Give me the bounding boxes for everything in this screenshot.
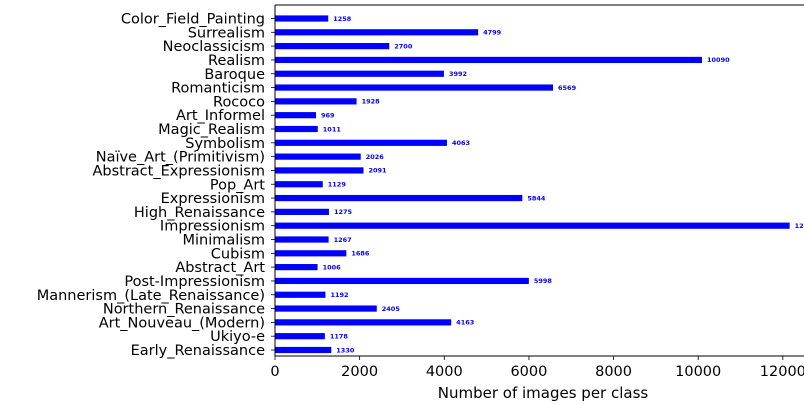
bar xyxy=(275,222,790,229)
value-label: 2700 xyxy=(394,42,413,50)
category-label: Surrealism xyxy=(188,25,265,41)
x-tick-label: 4000 xyxy=(426,364,463,380)
bar xyxy=(275,264,318,271)
category-label: Symbolism xyxy=(185,136,265,152)
category-label: Color_Field_Painting xyxy=(121,12,265,28)
x-tick-label: 6000 xyxy=(510,364,547,380)
value-label: 1928 xyxy=(362,98,381,106)
category-label: Early_Renaissance xyxy=(131,343,265,359)
value-label: 1006 xyxy=(323,263,342,271)
bar xyxy=(275,208,329,215)
bar xyxy=(275,194,523,202)
value-label: 3992 xyxy=(449,70,467,78)
category-label: Abstract_Expressionism xyxy=(92,163,265,179)
bar xyxy=(275,319,452,326)
category-label: Baroque xyxy=(204,67,265,83)
value-label: 1011 xyxy=(323,125,342,133)
bar xyxy=(275,167,364,174)
category-label: Romanticism xyxy=(171,81,265,97)
x-tick-label: 8000 xyxy=(595,364,632,380)
bars-group xyxy=(275,15,790,354)
value-label: 1178 xyxy=(330,332,349,340)
value-label: 2091 xyxy=(368,167,387,175)
category-label: Neoclassicism xyxy=(163,39,265,55)
value-label: 5844 xyxy=(527,194,546,202)
bar xyxy=(275,29,479,36)
bar xyxy=(275,236,329,243)
value-label: 1267 xyxy=(334,236,352,244)
x-tick-label: 12000 xyxy=(760,364,804,380)
category-label: Impressionism xyxy=(160,219,265,235)
category-label: Abstract_Art xyxy=(175,260,265,276)
value-label: 1275 xyxy=(334,208,353,216)
x-tick-label: 0 xyxy=(270,364,279,380)
value-label: 1258 xyxy=(333,15,352,23)
value-label: 2405 xyxy=(382,305,401,313)
bar xyxy=(275,305,377,312)
bar xyxy=(275,153,361,160)
category-label: Minimalism xyxy=(182,233,265,249)
category-label: Mannerism_(Late_Renaissance) xyxy=(37,288,265,304)
category-label: High_Renaissance xyxy=(134,205,265,221)
category-label: Expressionism xyxy=(161,191,265,207)
value-label: 4799 xyxy=(483,29,502,37)
axes-frame xyxy=(271,4,804,357)
bar xyxy=(275,125,318,133)
bar xyxy=(275,291,326,298)
category-label: Ukiyo-e xyxy=(210,329,265,345)
x-tick-label: 2000 xyxy=(341,364,378,380)
bar xyxy=(275,333,325,340)
bar xyxy=(275,43,390,50)
category-label: Magic_Realism xyxy=(158,122,265,138)
bar xyxy=(275,277,529,285)
value-label: 1192 xyxy=(330,291,348,299)
category-label: Northern_Renaissance xyxy=(103,302,265,318)
bar xyxy=(275,112,317,119)
category-label: Realism xyxy=(208,53,265,69)
bar xyxy=(275,346,332,354)
value-label: 10090 xyxy=(707,56,730,64)
value-label: 2026 xyxy=(366,153,385,161)
value-label: 6569 xyxy=(558,84,577,92)
bar xyxy=(275,84,554,91)
category-labels-group: Color_Field_PaintingSurrealismNeoclassic… xyxy=(37,12,266,360)
x-axis-label: Number of images per class xyxy=(438,384,649,402)
value-label: 969 xyxy=(321,111,335,119)
x-tick-label: 10000 xyxy=(675,364,721,380)
value-label: 1129 xyxy=(328,181,347,189)
category-label: Cubism xyxy=(211,246,265,262)
category-label: Post-Impressionism xyxy=(124,274,265,290)
value-labels-group: 1258 4799 2700 10090 3992 6569 1928 969 1011 4063… xyxy=(321,15,804,354)
bar xyxy=(275,181,323,188)
category-label: Pop_Art xyxy=(210,177,265,193)
category-label: Art_Nouveau_(Modern) xyxy=(99,315,265,331)
bar xyxy=(275,250,347,257)
category-label: Art_Informel xyxy=(176,108,265,124)
category-label: Rococo xyxy=(213,94,265,110)
value-label: 12161 xyxy=(795,222,804,230)
value-label: 5998 xyxy=(534,277,553,285)
bar xyxy=(275,139,447,146)
bar xyxy=(275,70,444,77)
bar xyxy=(275,15,329,22)
bar xyxy=(275,56,703,64)
x-ticks-group: 0 2000 4000 6000 8000 10000 12000 xyxy=(270,356,804,380)
value-label: 4063 xyxy=(452,139,470,147)
bar xyxy=(275,98,357,105)
value-label: 1330 xyxy=(336,346,355,354)
value-label: 4163 xyxy=(456,319,474,327)
category-label: Naïve_Art_(Primitivism) xyxy=(96,150,265,166)
value-label: 1686 xyxy=(351,250,370,258)
